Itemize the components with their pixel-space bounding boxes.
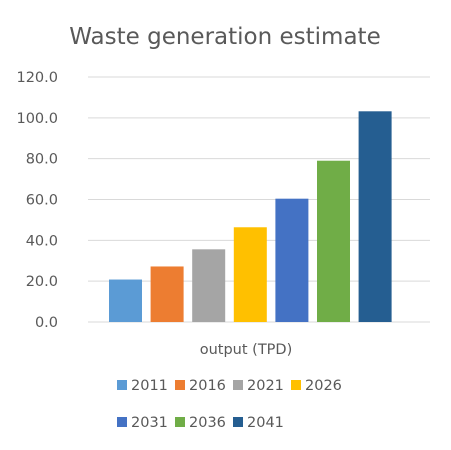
y-tick-label: 80.0 xyxy=(26,152,58,168)
legend-label-2011: 2011 xyxy=(131,378,168,394)
legend-swatch-2016 xyxy=(175,380,185,390)
bar-2016 xyxy=(150,266,184,322)
bar-2031 xyxy=(275,198,309,322)
legend-swatch-2011 xyxy=(117,380,127,390)
legend-label-2036: 2036 xyxy=(189,415,226,431)
legend: 2011 2016 2021 2026 2031 2036 2041 xyxy=(117,378,342,431)
legend-swatch-2041 xyxy=(233,417,243,427)
legend-label-2016: 2016 xyxy=(189,378,226,394)
legend-swatch-2031 xyxy=(117,417,127,427)
y-axis-ticks: 0.0 20.0 40.0 60.0 80.0 100.0 120.0 xyxy=(16,70,58,331)
y-tick-label: 60.0 xyxy=(26,193,58,209)
legend-label-2026: 2026 xyxy=(305,378,342,394)
x-category-label: output (TPD) xyxy=(200,342,293,358)
bar-2026 xyxy=(233,227,267,322)
y-tick-label: 100.0 xyxy=(16,111,58,127)
chart-title: Waste generation estimate xyxy=(69,24,380,50)
y-tick-label: 120.0 xyxy=(16,70,58,86)
legend-swatch-2021 xyxy=(233,380,243,390)
bar-2041 xyxy=(358,111,392,322)
bars xyxy=(109,111,392,322)
y-tick-label: 0.0 xyxy=(35,315,58,331)
y-tick-label: 20.0 xyxy=(26,274,58,290)
legend-label-2041: 2041 xyxy=(247,415,284,431)
bar-2036 xyxy=(317,160,350,322)
legend-swatch-2026 xyxy=(291,380,301,390)
bar-2011 xyxy=(109,279,142,322)
legend-label-2031: 2031 xyxy=(131,415,168,431)
y-tick-label: 40.0 xyxy=(26,233,58,249)
legend-label-2021: 2021 xyxy=(247,378,284,394)
legend-swatch-2036 xyxy=(175,417,185,427)
bar-2021 xyxy=(192,249,226,322)
